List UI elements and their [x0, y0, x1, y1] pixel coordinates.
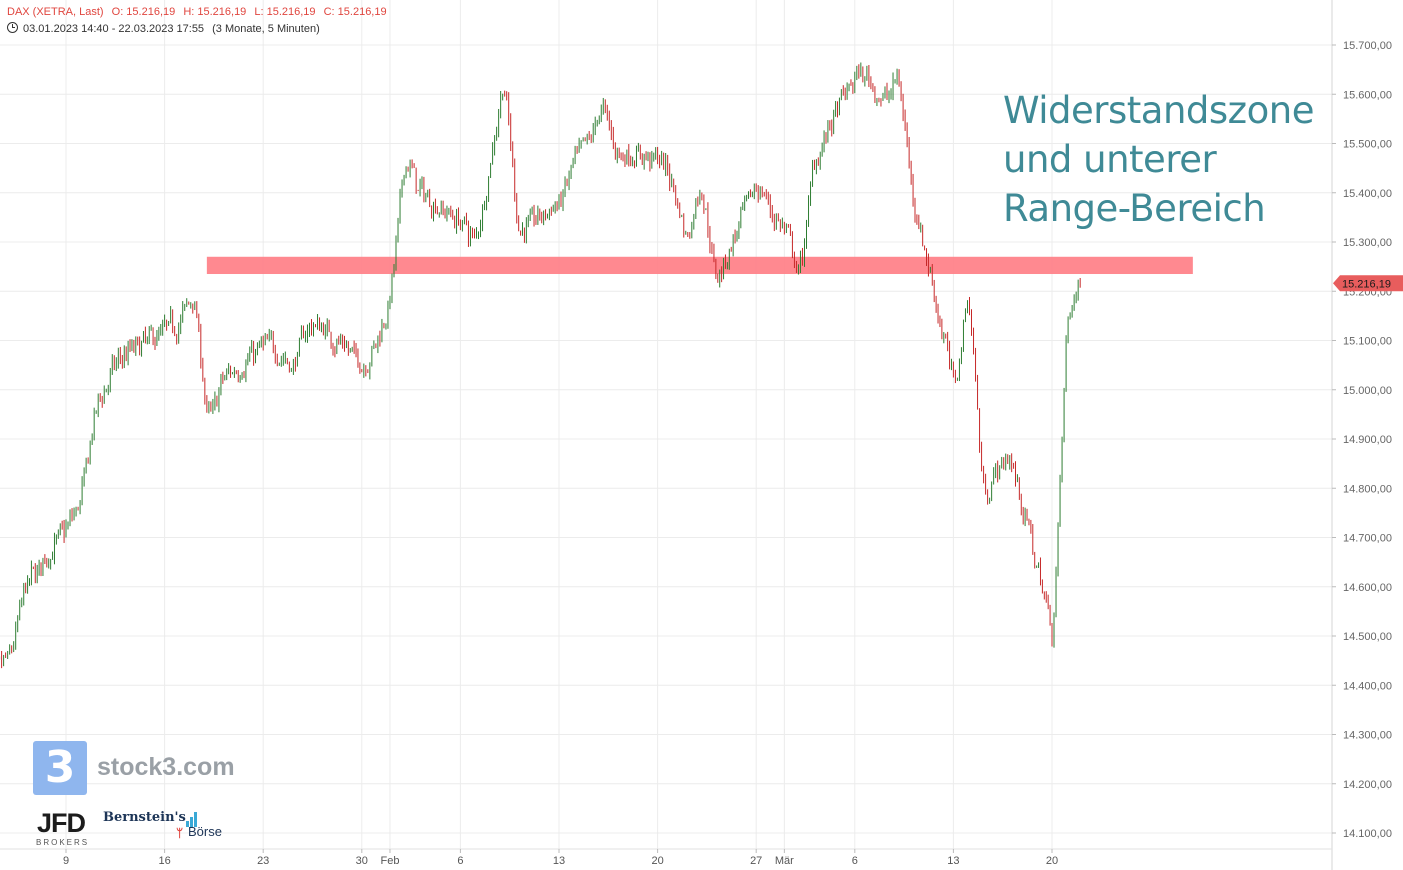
- boerse-text: Börse: [188, 824, 222, 839]
- resistance-zone-layer: [206, 256, 1193, 275]
- time-axis: 9 16 23 30 Feb 6 13 20 27 Mär 6 13 20: [63, 849, 1058, 867]
- price-tick-label: 14.600,00: [1343, 582, 1392, 594]
- price-tick-label: 14.200,00: [1343, 779, 1392, 791]
- time-tick-label: 6: [457, 855, 463, 867]
- price-tick-label: 15.700,00: [1343, 40, 1392, 52]
- annotation-line-2: und unterer: [1003, 138, 1217, 181]
- resistance-annotation: Widerstandszone und unterer Range-Bereic…: [1003, 86, 1314, 233]
- high-value: H: 15.216,19: [183, 6, 247, 18]
- ohlc-header: DAX (XETRA, Last) O: 15.216,19 H: 15.216…: [7, 6, 392, 18]
- stock3-wordmark: stock3.com: [97, 753, 235, 781]
- stock3-logo-icon: 3: [33, 741, 87, 795]
- price-tick-label: 14.100,00: [1343, 828, 1392, 840]
- price-tick-label: 15.500,00: [1343, 139, 1392, 151]
- jfd-logo: JFD: [37, 808, 86, 838]
- price-tick-label: 15.400,00: [1343, 188, 1392, 200]
- time-tick-label: 16: [158, 855, 170, 867]
- annotation-line-3: Range-Bereich: [1003, 187, 1266, 230]
- time-tick-label: 27: [750, 855, 762, 867]
- time-tick-label: 6: [852, 855, 858, 867]
- time-tick-label: 9: [63, 855, 69, 867]
- price-tick-label: 15.600,00: [1343, 89, 1392, 101]
- bar-chart-icon: [186, 809, 198, 827]
- price-tick-label: 14.900,00: [1343, 434, 1392, 446]
- price-tick-label: 15.100,00: [1343, 336, 1392, 348]
- price-axis: 14.100,00 14.200,00 14.300,00 14.400,00 14.5…: [1332, 40, 1392, 840]
- bernstein-logo-text: Bernstein's: [103, 810, 186, 825]
- price-tick-label: 14.800,00: [1343, 483, 1392, 495]
- time-tick-label: 20: [1046, 855, 1058, 867]
- price-tick-label: 14.500,00: [1343, 631, 1392, 643]
- price-tick-label: 15.000,00: [1343, 385, 1392, 397]
- time-tick-label: 30: [356, 855, 368, 867]
- time-tick-label: Mär: [775, 855, 794, 867]
- last-price-tag: 15.216,19: [1333, 275, 1403, 292]
- instrument-name: DAX (XETRA, Last): [7, 6, 104, 18]
- price-candles: [0, 62, 1081, 669]
- price-tag-shape: [1333, 275, 1403, 292]
- date-range: 03.01.2023 14:40 - 22.03.2023 17:55: [23, 23, 205, 35]
- low-value: L: 15.216,19: [254, 6, 316, 18]
- range-header: 03.01.2023 14:40 - 22.03.2023 17:55 (3 M…: [7, 22, 325, 35]
- interval-text: (3 Monate, 5 Minuten): [212, 23, 320, 35]
- price-tag-label: 15.216,19: [1342, 278, 1391, 290]
- chart-grid: [0, 0, 1332, 849]
- time-tick-label: 23: [257, 855, 269, 867]
- boerse-mark-icon: ᛘ: [176, 826, 184, 840]
- time-tick-label: 13: [553, 855, 565, 867]
- clock-icon: [7, 22, 18, 33]
- time-tick-label: Feb: [380, 855, 399, 867]
- time-tick-label: 20: [651, 855, 663, 867]
- jfd-brokers-text: BROKERS: [36, 838, 90, 847]
- open-value: O: 15.216,19: [111, 6, 176, 18]
- price-tick-label: 14.300,00: [1343, 730, 1392, 742]
- annotation-line-1: Widerstandszone: [1003, 89, 1314, 132]
- price-tick-label: 15.300,00: [1343, 237, 1392, 249]
- time-tick-label: 13: [947, 855, 959, 867]
- price-tick-label: 14.400,00: [1343, 680, 1392, 692]
- resistance-zone: [206, 256, 1193, 275]
- close-value: C: 15.216,19: [323, 6, 387, 18]
- price-tick-label: 14.700,00: [1343, 533, 1392, 545]
